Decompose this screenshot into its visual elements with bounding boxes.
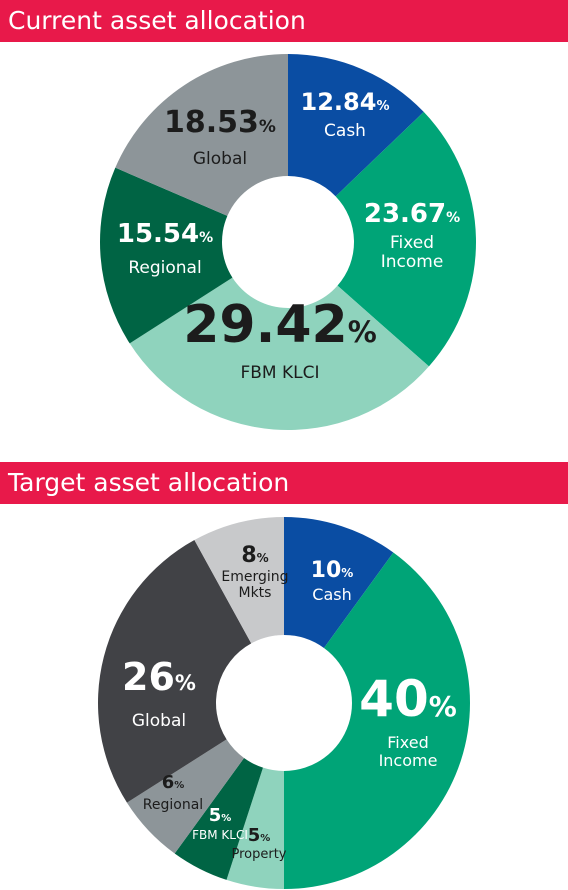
category-label-global: Global: [193, 149, 247, 169]
percent-sign: %: [259, 117, 276, 137]
percent-sign: %: [257, 551, 269, 565]
slice-global: [115, 54, 288, 216]
slice-emerging-mkts: [194, 517, 284, 644]
category-label-emerging-mkts: Mkts: [239, 585, 272, 601]
slice-fbm-klci: [129, 277, 429, 431]
value-label-fbm-klci: 29.42%: [183, 295, 377, 355]
slice-property: [226, 767, 284, 889]
slice-fixed-income: [335, 111, 476, 367]
percent-sign: %: [221, 813, 231, 824]
value-label-regional: 15.54%: [117, 219, 213, 249]
percent-sign: %: [429, 690, 457, 723]
category-label-regional: Regional: [143, 797, 203, 813]
chart-title-target: Target asset allocation: [0, 462, 568, 504]
category-label-fbm-klci: FBM KLCI: [192, 828, 248, 842]
percent-sign: %: [174, 780, 184, 791]
chart-title-current: Current asset allocation: [0, 0, 568, 42]
slice-regional: [99, 167, 233, 344]
percent-sign: %: [260, 833, 270, 844]
category-label-fixed-income: Income: [381, 252, 444, 272]
slice-fixed-income: [284, 552, 470, 889]
category-label-fbm-klci: FBM KLCI: [240, 363, 319, 383]
slice-global: [97, 540, 252, 803]
slice-regional: [126, 739, 245, 854]
percent-sign: %: [175, 671, 196, 695]
slice-fbm-klci: [174, 758, 263, 880]
percent-sign: %: [341, 566, 353, 580]
category-label-global: Global: [132, 711, 186, 731]
percent-sign: %: [348, 315, 377, 349]
percent-sign: %: [446, 210, 460, 226]
percent-sign: %: [199, 230, 213, 246]
category-label-fixed-income: Fixed: [387, 733, 428, 752]
category-label-fixed-income: Income: [379, 751, 438, 770]
value-label-cash: 12.84%: [301, 88, 390, 116]
category-label-cash: Cash: [312, 585, 351, 604]
category-label-regional: Regional: [128, 258, 201, 278]
category-label-fixed-income: Fixed: [390, 233, 434, 253]
category-label-emerging-mkts: Emerging: [221, 569, 288, 585]
slice-cash: [288, 54, 424, 197]
value-label-global: 18.53%: [164, 105, 276, 140]
slice-cash: [284, 517, 394, 648]
category-label-cash: Cash: [324, 121, 366, 141]
value-label-fixed-income: 23.67%: [364, 199, 460, 229]
percent-sign: %: [376, 99, 389, 114]
category-label-property: Property: [231, 847, 286, 862]
